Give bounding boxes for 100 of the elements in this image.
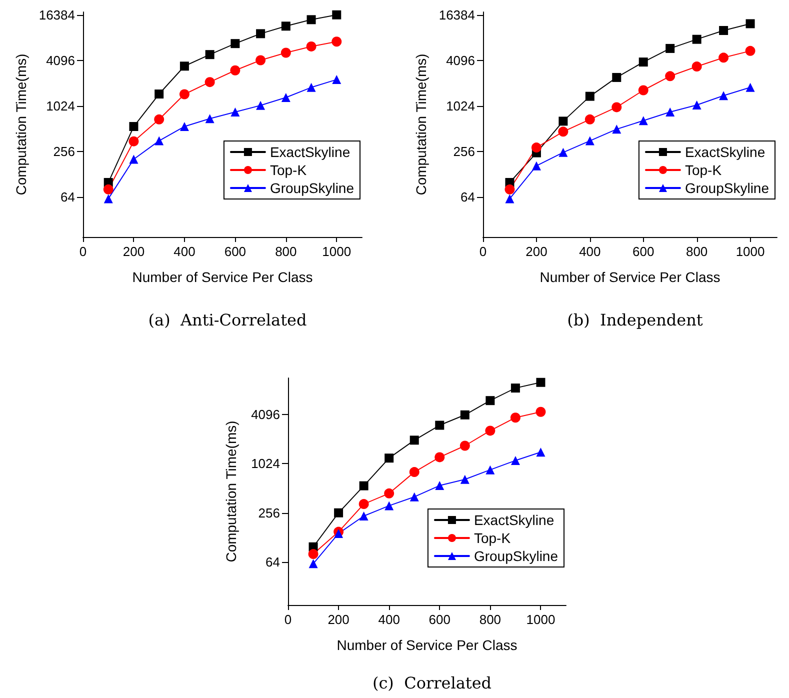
point bbox=[718, 52, 729, 63]
point bbox=[460, 474, 470, 484]
point bbox=[460, 410, 470, 420]
point bbox=[585, 136, 594, 146]
y-tick-label: 256 bbox=[53, 144, 75, 160]
point bbox=[332, 75, 342, 84]
point bbox=[692, 34, 702, 44]
point bbox=[666, 108, 675, 117]
point bbox=[332, 36, 342, 47]
point bbox=[306, 41, 316, 52]
y-axis-title: Computation Time(ms) bbox=[223, 420, 239, 562]
x-axis-title: Number of Service Per Class bbox=[132, 269, 313, 285]
point bbox=[536, 406, 546, 417]
point bbox=[435, 481, 444, 490]
legend-label: GroupSkyline bbox=[684, 180, 770, 196]
point bbox=[205, 114, 214, 124]
x-tick-label: 400 bbox=[579, 244, 601, 259]
point bbox=[719, 91, 728, 100]
point bbox=[384, 501, 394, 510]
point bbox=[230, 108, 240, 117]
point bbox=[180, 122, 189, 132]
point bbox=[129, 122, 138, 132]
point bbox=[359, 512, 368, 521]
point bbox=[510, 456, 520, 466]
point bbox=[558, 126, 568, 137]
point bbox=[558, 148, 568, 157]
legend-label: Top-K bbox=[474, 530, 512, 546]
point bbox=[510, 412, 520, 423]
y-tick-label: 4096 bbox=[446, 53, 475, 68]
legend-label: GroupSkyline bbox=[270, 180, 354, 196]
point bbox=[334, 508, 344, 518]
point bbox=[179, 89, 190, 100]
x-tick-label: 0 bbox=[284, 612, 292, 627]
point bbox=[332, 10, 342, 20]
point bbox=[256, 100, 266, 110]
point bbox=[692, 62, 702, 72]
point bbox=[745, 46, 756, 56]
point bbox=[536, 448, 546, 457]
point bbox=[435, 420, 444, 430]
point bbox=[154, 90, 164, 99]
y-tick-label: 1024 bbox=[446, 98, 475, 114]
point bbox=[306, 15, 316, 24]
point bbox=[665, 71, 676, 82]
x-tick-label: 400 bbox=[174, 244, 196, 259]
point bbox=[504, 184, 515, 194]
x-tick-label: 200 bbox=[526, 244, 548, 259]
point bbox=[384, 488, 394, 498]
point bbox=[281, 93, 290, 102]
y-tick-label: 16384 bbox=[38, 8, 75, 23]
x-tick-label: 800 bbox=[275, 244, 297, 259]
y-tick-label: 64 bbox=[266, 554, 280, 570]
point bbox=[180, 62, 189, 71]
point bbox=[746, 19, 755, 28]
point bbox=[308, 549, 318, 560]
point bbox=[204, 77, 215, 88]
legend-label: ExactSkyline bbox=[474, 512, 554, 528]
x-tick-label: 400 bbox=[378, 612, 400, 627]
text: (b) Independent bbox=[567, 310, 704, 330]
point bbox=[532, 161, 541, 170]
y-tick-label: 64 bbox=[60, 190, 75, 205]
x-tick-label: 1000 bbox=[526, 612, 556, 627]
x-tick-label: 600 bbox=[632, 244, 654, 259]
point bbox=[746, 82, 755, 92]
legend-label: ExactSkyline bbox=[270, 144, 350, 160]
x-tick-label: 600 bbox=[428, 612, 450, 627]
point bbox=[558, 116, 568, 126]
x-tick-label: 800 bbox=[479, 612, 502, 627]
point bbox=[358, 499, 369, 510]
point bbox=[584, 114, 595, 124]
point bbox=[205, 50, 214, 60]
point bbox=[410, 436, 419, 445]
point bbox=[154, 114, 164, 124]
point bbox=[230, 39, 240, 48]
point bbox=[281, 22, 290, 31]
y-axis-title: Computation Time(ms) bbox=[12, 54, 29, 196]
point bbox=[104, 194, 113, 204]
point bbox=[505, 194, 514, 204]
point bbox=[638, 116, 648, 126]
legend-label: GroupSkyline bbox=[474, 548, 558, 564]
text: (c) Correlated bbox=[372, 674, 492, 692]
text: (a) Anti-Correlated bbox=[148, 310, 307, 330]
x-tick-label: 0 bbox=[479, 244, 487, 259]
point bbox=[536, 378, 546, 387]
legend-label: Top-K bbox=[270, 162, 308, 178]
point bbox=[308, 559, 318, 568]
point bbox=[485, 426, 496, 436]
x-tick-label: 200 bbox=[328, 612, 350, 627]
point bbox=[638, 58, 648, 67]
x-tick-label: 0 bbox=[79, 244, 87, 259]
point bbox=[409, 467, 420, 478]
point bbox=[486, 396, 495, 406]
point bbox=[129, 154, 138, 164]
point bbox=[585, 92, 594, 101]
point bbox=[612, 72, 622, 82]
point bbox=[384, 454, 394, 463]
x-tick-label: 600 bbox=[224, 244, 246, 259]
point bbox=[612, 102, 622, 112]
point bbox=[719, 26, 728, 35]
point bbox=[612, 124, 622, 134]
y-axis-title: Computation Time(ms) bbox=[412, 54, 429, 196]
